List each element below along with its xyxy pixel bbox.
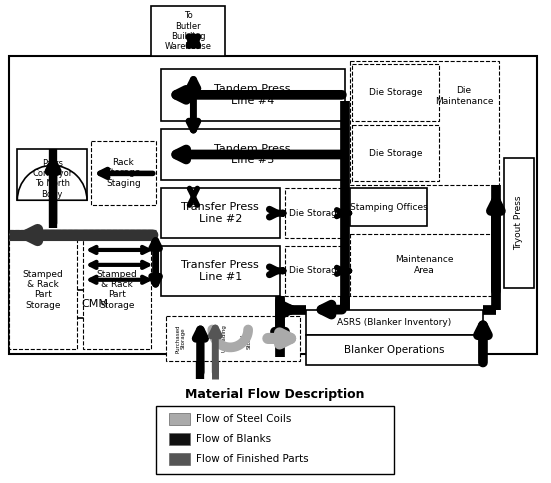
Text: Storage: Storage — [200, 327, 205, 349]
Wedge shape — [17, 166, 87, 200]
Bar — [169, 433, 191, 445]
Bar — [350, 234, 499, 296]
Text: Parts
Conveyor
To North
Body: Parts Conveyor To North Body — [32, 158, 72, 199]
Text: To
Butler
Building
Warehouse: To Butler Building Warehouse — [164, 11, 212, 51]
Text: Coil
Unloading: Coil Unloading — [216, 325, 226, 353]
Text: Die
Maintenance: Die Maintenance — [435, 86, 493, 106]
Text: Rack
Storage
Staging: Rack Storage Staging — [106, 158, 141, 188]
Bar — [504, 158, 534, 288]
Text: Die Storage: Die Storage — [369, 88, 422, 97]
Text: Tandem Press
Line #3: Tandem Press Line #3 — [214, 144, 291, 165]
Bar — [165, 315, 300, 361]
Text: Flow of Steel Coils: Flow of Steel Coils — [196, 414, 292, 424]
Bar — [352, 125, 439, 181]
Bar — [9, 56, 537, 355]
Text: Stamped
& Rack
Part
Storage: Stamped & Rack Part Storage — [23, 270, 63, 310]
Bar — [160, 188, 280, 238]
Bar — [306, 336, 483, 365]
Text: Flow of Blanks: Flow of Blanks — [196, 434, 272, 444]
Text: Tryout Press: Tryout Press — [514, 196, 523, 250]
Bar — [169, 453, 191, 465]
Text: Flow of Finished Parts: Flow of Finished Parts — [196, 454, 309, 464]
Text: Purchased
Storage: Purchased Storage — [175, 324, 186, 353]
Bar — [91, 141, 155, 205]
Bar — [17, 149, 87, 200]
Text: ASRS (Blanker Inventory): ASRS (Blanker Inventory) — [337, 318, 451, 327]
Text: Blanker Operations: Blanker Operations — [344, 345, 445, 355]
Text: Die Storage: Die Storage — [289, 266, 343, 275]
Bar — [59, 290, 131, 317]
Bar — [160, 69, 344, 121]
Bar — [83, 230, 150, 349]
Bar — [350, 61, 499, 185]
Text: Coil
Storage: Coil Storage — [241, 327, 252, 349]
Bar — [285, 188, 347, 238]
Text: Transfer Press
Line #2: Transfer Press Line #2 — [181, 202, 259, 224]
Text: Tandem Press
Line #4: Tandem Press Line #4 — [214, 84, 291, 106]
Bar — [150, 6, 225, 56]
Text: Material Flow Description: Material Flow Description — [185, 388, 365, 400]
Bar — [160, 128, 344, 180]
Bar — [169, 413, 191, 425]
Bar — [350, 188, 427, 226]
Bar — [306, 310, 483, 336]
Text: Die Storage: Die Storage — [289, 209, 343, 218]
Bar — [9, 230, 77, 349]
Bar — [160, 246, 280, 296]
Text: Maintenance
Area: Maintenance Area — [395, 255, 453, 274]
Bar — [285, 246, 347, 296]
Text: Stamping Offices: Stamping Offices — [349, 203, 428, 212]
Text: Stamped
& Rack
Part
Storage: Stamped & Rack Part Storage — [96, 270, 137, 310]
Text: Transfer Press
Line #1: Transfer Press Line #1 — [181, 260, 259, 282]
Text: CMM: CMM — [82, 298, 109, 309]
Bar — [352, 64, 439, 121]
Text: Die Storage: Die Storage — [369, 148, 422, 157]
Bar — [155, 406, 395, 474]
